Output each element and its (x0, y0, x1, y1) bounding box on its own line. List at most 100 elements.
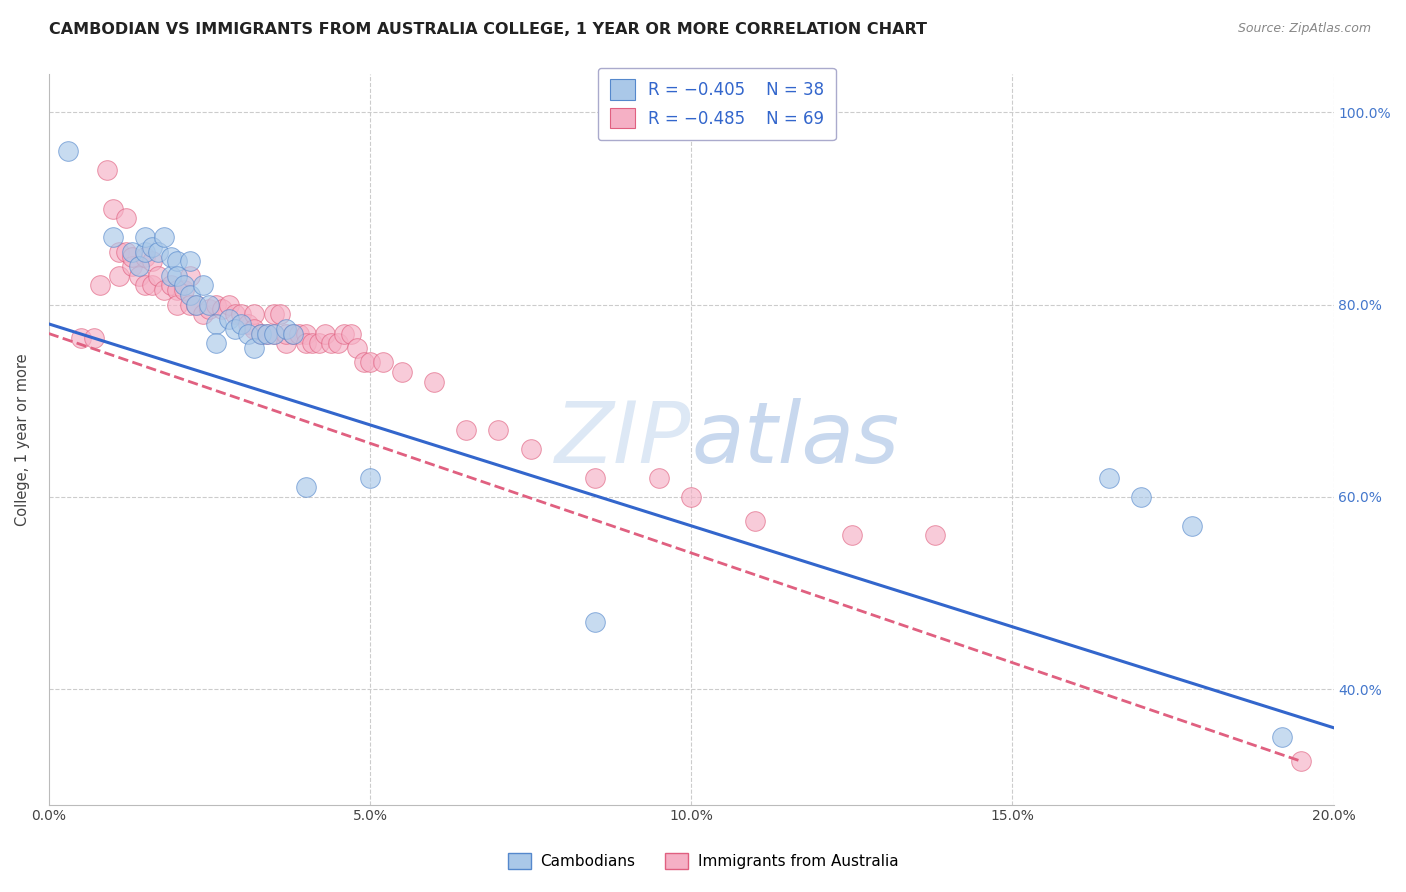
Y-axis label: College, 1 year or more: College, 1 year or more (15, 353, 30, 525)
Point (333, 326, 356, 341)
Point (89, 278, 111, 293)
Point (159, 268, 181, 283)
Point (256, 326, 278, 341)
Point (128, 268, 150, 283)
Point (339, 326, 361, 341)
Point (236, 317, 259, 331)
Point (294, 336, 316, 351)
Point (153, 230, 176, 244)
Point (321, 336, 343, 351)
Point (648, 471, 671, 485)
Text: atlas: atlas (692, 398, 898, 481)
Point (276, 336, 298, 351)
Point (218, 312, 240, 326)
Point (583, 615, 606, 629)
Point (101, 202, 124, 216)
Point (583, 471, 606, 485)
Text: Source: ZipAtlas.com: Source: ZipAtlas.com (1237, 22, 1371, 36)
Point (346, 341, 368, 355)
Legend: Cambodians, Immigrants from Australia: Cambodians, Immigrants from Australia (502, 847, 904, 875)
Point (314, 326, 336, 341)
Point (121, 244, 143, 259)
Point (134, 244, 156, 259)
Point (243, 307, 266, 321)
Point (166, 254, 188, 268)
Point (243, 341, 266, 355)
Point (204, 336, 226, 351)
Point (371, 355, 394, 369)
Point (456, 423, 478, 437)
Point (179, 298, 201, 312)
Point (263, 326, 285, 341)
Point (276, 326, 298, 341)
Point (353, 355, 375, 369)
Point (173, 283, 195, 297)
Point (186, 298, 208, 312)
Point (359, 471, 381, 485)
Point (391, 365, 413, 379)
Point (204, 298, 226, 312)
Point (141, 254, 163, 268)
Point (128, 259, 150, 273)
Point (294, 326, 316, 341)
Point (204, 317, 226, 331)
Point (294, 480, 316, 494)
Point (159, 278, 181, 293)
Point (173, 278, 195, 293)
Point (288, 326, 311, 341)
Point (114, 211, 136, 226)
Text: CAMBODIAN VS IMMIGRANTS FROM AUSTRALIA COLLEGE, 1 YEAR OR MORE CORRELATION CHART: CAMBODIAN VS IMMIGRANTS FROM AUSTRALIA C… (49, 22, 927, 37)
Point (423, 375, 446, 389)
Point (231, 317, 253, 331)
Point (1098, 471, 1121, 485)
Text: ZIP: ZIP (555, 398, 692, 481)
Point (186, 298, 208, 312)
Point (179, 268, 201, 283)
Point (191, 307, 214, 321)
Point (249, 326, 271, 341)
Point (146, 244, 169, 259)
Point (159, 250, 181, 264)
Point (70, 331, 93, 345)
Point (281, 326, 304, 341)
Point (231, 307, 253, 321)
Point (269, 307, 291, 321)
Point (1291, 755, 1313, 769)
Point (256, 326, 278, 341)
Point (153, 283, 176, 297)
Point (101, 230, 124, 244)
Point (146, 268, 169, 283)
Point (841, 528, 863, 542)
Point (359, 355, 381, 369)
Point (166, 298, 188, 312)
Point (218, 298, 240, 312)
Point (243, 322, 266, 336)
Point (224, 307, 246, 321)
Point (308, 336, 330, 351)
Point (1271, 731, 1294, 745)
Point (224, 322, 246, 336)
Point (134, 230, 156, 244)
Point (191, 278, 214, 293)
Point (179, 288, 201, 302)
Point (281, 326, 304, 341)
Point (198, 298, 221, 312)
Point (301, 336, 323, 351)
Point (121, 259, 143, 273)
Point (486, 423, 509, 437)
Point (83, 331, 105, 345)
Point (134, 278, 156, 293)
Point (114, 244, 136, 259)
Point (249, 326, 271, 341)
Point (198, 302, 221, 317)
Point (681, 490, 703, 504)
Point (108, 244, 131, 259)
Point (744, 514, 766, 528)
Point (276, 322, 298, 336)
Point (56, 144, 79, 158)
Point (96, 163, 118, 178)
Point (924, 528, 946, 542)
Point (519, 442, 541, 456)
Point (141, 240, 163, 254)
Point (1181, 518, 1204, 533)
